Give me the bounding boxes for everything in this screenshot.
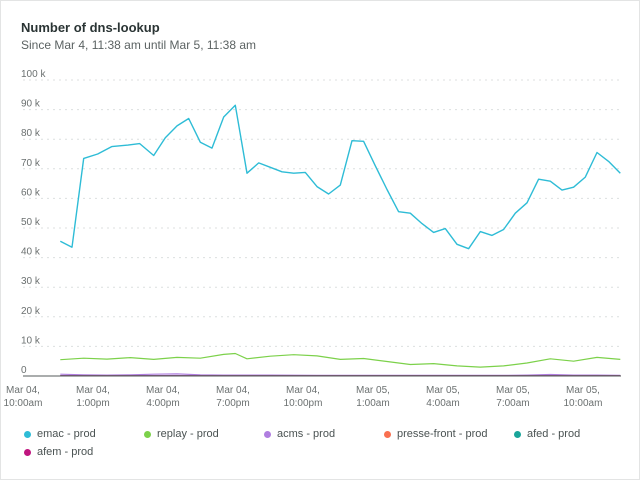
svg-text:Mar 05,: Mar 05, — [426, 385, 460, 396]
y-tick-label: 100 k — [21, 69, 46, 80]
x-axis-ticks: Mar 04, 10:00am Mar 04, 1:00pm Mar 04, 4:00pm… — [4, 385, 603, 409]
svg-text:4:00am: 4:00am — [426, 398, 459, 409]
x-tick-label: Mar 04, 1:00pm — [76, 385, 110, 409]
legend-dot-icon — [144, 430, 151, 438]
legend-item-emac[interactable]: emac - prod — [21, 427, 141, 441]
legend-label: replay - prod — [157, 428, 219, 440]
y-tick-label: 80 k — [21, 128, 41, 139]
y-tick-label: 70 k — [21, 158, 41, 169]
x-tick-label: Mar 04, 4:00pm — [146, 385, 180, 409]
legend-dot-icon — [24, 430, 31, 438]
series-lines[interactable] — [59, 104, 621, 377]
legend-dot-icon — [384, 430, 391, 438]
x-tick-label: Mar 04, 7:00pm — [216, 385, 250, 409]
svg-text:Mar 04,: Mar 04, — [6, 385, 40, 396]
x-tick-label: Mar 04, 10:00pm — [284, 385, 323, 409]
chart-title: Number of dns-lookup — [21, 20, 160, 35]
legend-item-replay[interactable]: replay - prod — [141, 427, 261, 441]
y-tick-label: 10 k — [21, 335, 41, 346]
svg-text:7:00am: 7:00am — [496, 398, 529, 409]
legend-label: afed - prod — [527, 428, 581, 440]
legend-label: acms - prod — [277, 428, 336, 440]
x-tick-label: Mar 05, 4:00am — [426, 385, 460, 409]
svg-text:Mar 05,: Mar 05, — [496, 385, 530, 396]
svg-text:Mar 04,: Mar 04, — [76, 385, 110, 396]
line-chart: 0 10 k 20 k 30 k 40 k 50 k 60 k 70 k 80 k 90 k 100… — [4, 69, 621, 409]
y-tick-label: 50 k — [21, 217, 41, 228]
x-tick-label: Mar 05, 1:00am — [356, 385, 390, 409]
chart-legend: emac - prod replay - prod acms - prod pr… — [21, 427, 621, 459]
legend-dot-icon — [514, 430, 521, 438]
y-tick-label: 30 k — [21, 276, 41, 287]
legend-item-afem[interactable]: afem - prod — [21, 445, 141, 459]
x-tick-label: Mar 05, 7:00am — [496, 385, 530, 409]
svg-text:Mar 05,: Mar 05, — [566, 385, 600, 396]
grid-lines — [23, 79, 621, 347]
svg-text:Mar 04,: Mar 04, — [146, 385, 180, 396]
legend-label: emac - prod — [37, 428, 96, 440]
svg-text:1:00pm: 1:00pm — [76, 398, 109, 409]
legend-item-acms[interactable]: acms - prod — [261, 427, 381, 441]
svg-text:4:00pm: 4:00pm — [146, 398, 179, 409]
svg-text:Mar 04,: Mar 04, — [286, 385, 320, 396]
svg-text:Mar 05,: Mar 05, — [356, 385, 390, 396]
legend-item-afed[interactable]: afed - prod — [511, 427, 601, 441]
legend-item-presse-front[interactable]: presse-front - prod — [381, 427, 511, 441]
y-axis-ticks: 0 10 k 20 k 30 k 40 k 50 k 60 k 70 k 80 k 90 k 100… — [21, 69, 46, 376]
series-line-emac[interactable] — [59, 104, 621, 250]
legend-dot-icon — [24, 448, 31, 456]
series-line-replay[interactable] — [60, 352, 621, 368]
chart-subtitle: Since Mar 4, 11:38 am until Mar 5, 11:38… — [21, 38, 257, 52]
y-tick-label: 90 k — [21, 99, 41, 110]
y-tick-label: 20 k — [21, 306, 41, 317]
y-tick-label: 0 — [21, 365, 27, 376]
x-tick-label: Mar 05, 10:00am — [564, 385, 603, 409]
y-tick-label: 40 k — [21, 247, 41, 258]
svg-text:Mar 04,: Mar 04, — [216, 385, 250, 396]
x-tick-label: Mar 04, 10:00am — [4, 385, 43, 409]
svg-text:1:00am: 1:00am — [356, 398, 389, 409]
svg-text:10:00am: 10:00am — [564, 398, 603, 409]
y-tick-label: 60 k — [21, 187, 41, 198]
legend-label: afem - prod — [37, 446, 94, 458]
legend-dot-icon — [264, 430, 271, 438]
svg-text:10:00pm: 10:00pm — [284, 398, 323, 409]
svg-text:7:00pm: 7:00pm — [216, 398, 249, 409]
legend-label: presse-front - prod — [397, 428, 488, 440]
svg-text:10:00am: 10:00am — [4, 398, 43, 409]
